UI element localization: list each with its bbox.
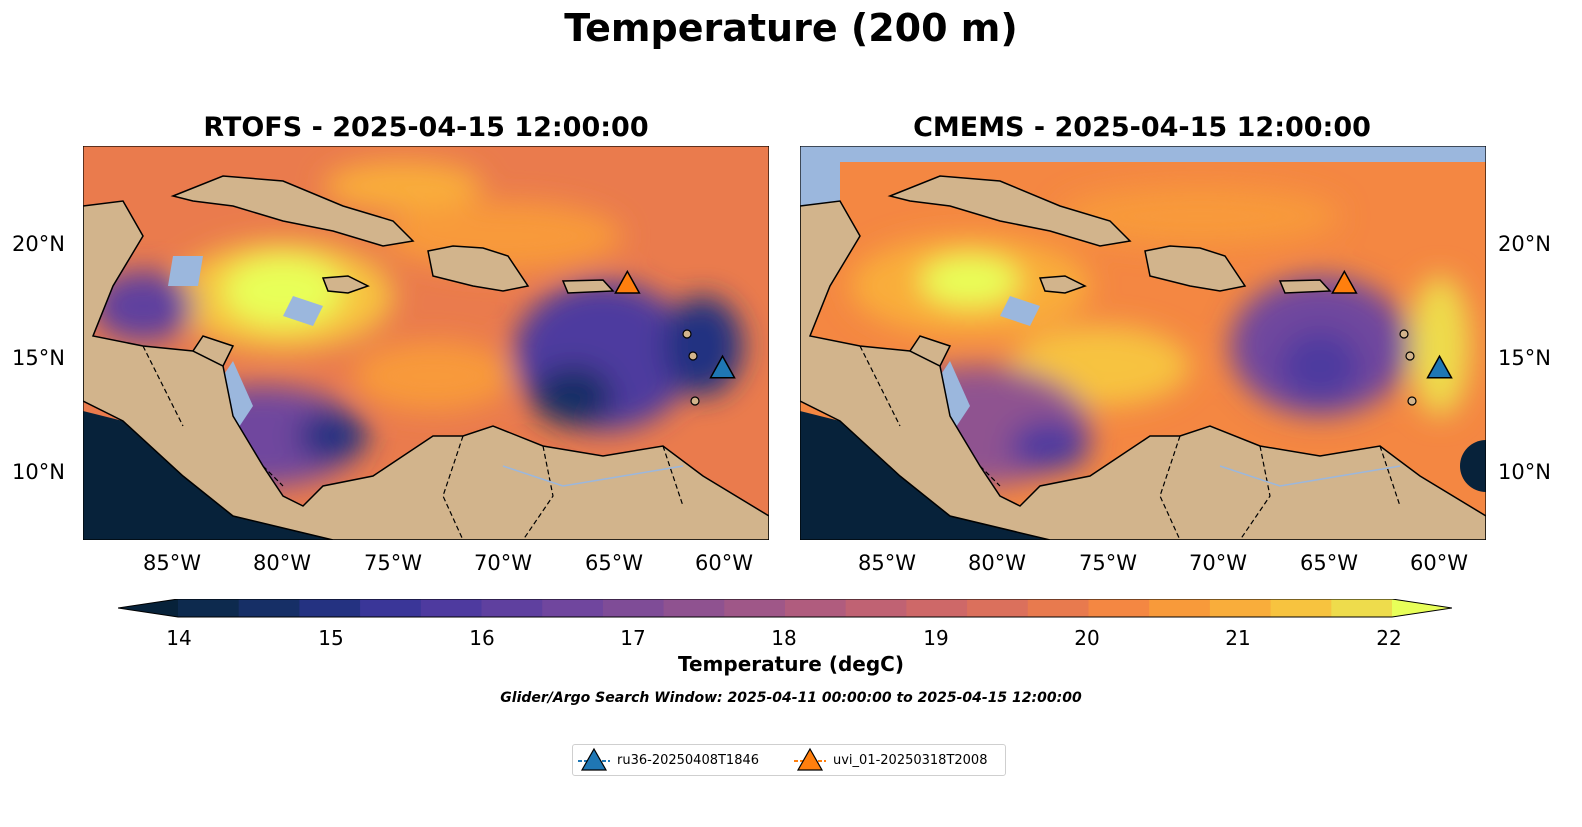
- marker-uvi_01-20250318T2008: [1331, 269, 1358, 294]
- colorbar-extend-low: [118, 599, 178, 617]
- colorbar-segment: [1209, 599, 1272, 617]
- figure-title: Temperature (200 m): [564, 6, 1018, 50]
- rtofs-markers: [614, 269, 736, 379]
- marker-ru36-20250408T1846: [1426, 354, 1453, 379]
- colorbar-segment: [238, 599, 300, 617]
- colorbar-extend-high: [1392, 599, 1452, 617]
- colorbar-segment: [906, 599, 968, 617]
- orange-triangle-marker-icon: [794, 747, 826, 771]
- colorbar-label: Temperature (degC): [678, 652, 904, 676]
- cmems-panel-title: CMEMS - 2025-04-15 12:00:00: [913, 112, 1371, 143]
- rtofs-lon-label-60w: 60°W: [695, 551, 753, 575]
- colorbar-segment: [1149, 599, 1211, 617]
- lat-label-15n-left: 15°N: [12, 346, 65, 370]
- legend-item-ru36: ru36-20250408T1846: [577, 745, 759, 775]
- colorbar-segment: [299, 599, 361, 617]
- cmems-lon-label-65w: 65°W: [1300, 551, 1358, 575]
- colorbar-segment: [1088, 599, 1150, 617]
- colorbar-segment: [178, 599, 240, 617]
- cmems-lon-label-75w: 75°W: [1079, 551, 1137, 575]
- lat-label-15n-right: 15°N: [1498, 346, 1551, 370]
- legend-label-uvi01: uvi_01-20250318T2008: [833, 752, 988, 768]
- colorbar-segment: [1270, 599, 1332, 617]
- colorbar-segment: [663, 599, 725, 617]
- colorbar-tick-15: 15: [318, 626, 344, 650]
- colorbar: [118, 599, 1452, 619]
- blue-triangle-marker-icon: [578, 747, 610, 771]
- lat-label-20n-right: 20°N: [1498, 232, 1551, 256]
- colorbar-tick-17: 17: [620, 626, 646, 650]
- colorbar-segment: [360, 599, 422, 617]
- legend: ru36-20250408T1846 uvi_01-20250318T2008: [572, 744, 1006, 776]
- rtofs-map-panel: [83, 146, 769, 540]
- cmems-lon-label-80w: 80°W: [968, 551, 1026, 575]
- cmems-lon-label-85w: 85°W: [858, 551, 916, 575]
- lat-label-10n-right: 10°N: [1498, 460, 1551, 484]
- colorbar-segment: [602, 599, 665, 617]
- search-window-note: Glider/Argo Search Window: 2025-04-11 00…: [500, 690, 1082, 706]
- colorbar-segment: [420, 599, 482, 617]
- marker-ru36-20250408T1846: [709, 354, 736, 379]
- lat-label-20n-left: 20°N: [12, 232, 65, 256]
- rtofs-lon-label-75w: 75°W: [364, 551, 422, 575]
- colorbar-tick-16: 16: [469, 626, 495, 650]
- cmems-lon-label-70w: 70°W: [1189, 551, 1247, 575]
- rtofs-lon-label-70w: 70°W: [474, 551, 532, 575]
- colorbar-segment: [967, 599, 1029, 617]
- colorbar-segment: [724, 599, 786, 617]
- colorbar-outline: [118, 599, 1452, 618]
- colorbar-segment: [542, 599, 604, 617]
- rtofs-lon-label-85w: 85°W: [143, 551, 201, 575]
- colorbar-tick-20: 20: [1074, 626, 1100, 650]
- cmems-map-panel: [800, 146, 1486, 540]
- colorbar-tick-21: 21: [1225, 626, 1251, 650]
- rtofs-lon-label-80w: 80°W: [253, 551, 311, 575]
- legend-label-ru36: ru36-20250408T1846: [617, 752, 760, 768]
- cmems-markers: [1331, 269, 1453, 379]
- colorbar-segment: [1027, 599, 1089, 617]
- colorbar-tick-19: 19: [923, 626, 949, 650]
- colorbar-tick-22: 22: [1376, 626, 1402, 650]
- marker-uvi_01-20250318T2008: [614, 269, 641, 294]
- colorbar-segment: [785, 599, 847, 617]
- cmems-lon-label-60w: 60°W: [1410, 551, 1468, 575]
- colorbar-tick-14: 14: [166, 626, 192, 650]
- rtofs-panel-title: RTOFS - 2025-04-15 12:00:00: [203, 112, 649, 143]
- colorbar-segment: [481, 599, 543, 617]
- legend-item-uvi01: uvi_01-20250318T2008: [793, 745, 987, 775]
- rtofs-lon-label-65w: 65°W: [585, 551, 643, 575]
- colorbar-tick-18: 18: [771, 626, 797, 650]
- lat-label-10n-left: 10°N: [12, 460, 65, 484]
- colorbar-segment: [1331, 599, 1393, 617]
- colorbar-segment: [845, 599, 907, 617]
